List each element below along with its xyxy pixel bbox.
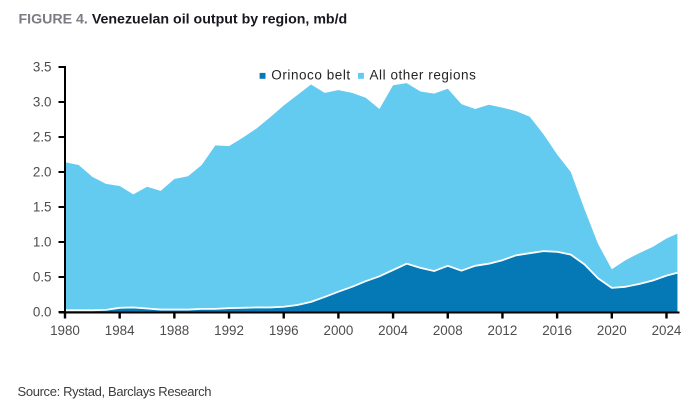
svg-text:1.5: 1.5 xyxy=(33,199,52,214)
svg-text:2020: 2020 xyxy=(597,323,627,338)
svg-text:1996: 1996 xyxy=(269,323,299,338)
svg-text:2024: 2024 xyxy=(652,323,682,338)
svg-text:1984: 1984 xyxy=(105,323,135,338)
svg-text:2.0: 2.0 xyxy=(33,164,52,179)
svg-text:Orinoco belt: Orinoco belt xyxy=(271,67,350,82)
svg-text:3.0: 3.0 xyxy=(33,94,52,109)
svg-text:2004: 2004 xyxy=(378,323,408,338)
svg-text:2008: 2008 xyxy=(433,323,463,338)
svg-text:1992: 1992 xyxy=(214,323,244,338)
svg-text:1980: 1980 xyxy=(50,323,80,338)
svg-text:2000: 2000 xyxy=(324,323,354,338)
svg-text:Source: Rystad, Barclays Resea: Source: Rystad, Barclays Research xyxy=(18,384,212,399)
svg-text:1.0: 1.0 xyxy=(33,234,52,249)
svg-text:FIGURE 4. Venezuelan oil outpu: FIGURE 4. Venezuelan oil output by regio… xyxy=(19,12,348,28)
svg-text:All other regions: All other regions xyxy=(370,67,477,82)
svg-text:0.5: 0.5 xyxy=(33,269,52,284)
svg-text:0.0: 0.0 xyxy=(33,304,52,319)
svg-text:2.5: 2.5 xyxy=(33,129,52,144)
svg-text:2016: 2016 xyxy=(542,323,572,338)
svg-text:1988: 1988 xyxy=(159,323,189,338)
svg-text:3.5: 3.5 xyxy=(33,59,52,74)
svg-text:2012: 2012 xyxy=(488,323,518,338)
